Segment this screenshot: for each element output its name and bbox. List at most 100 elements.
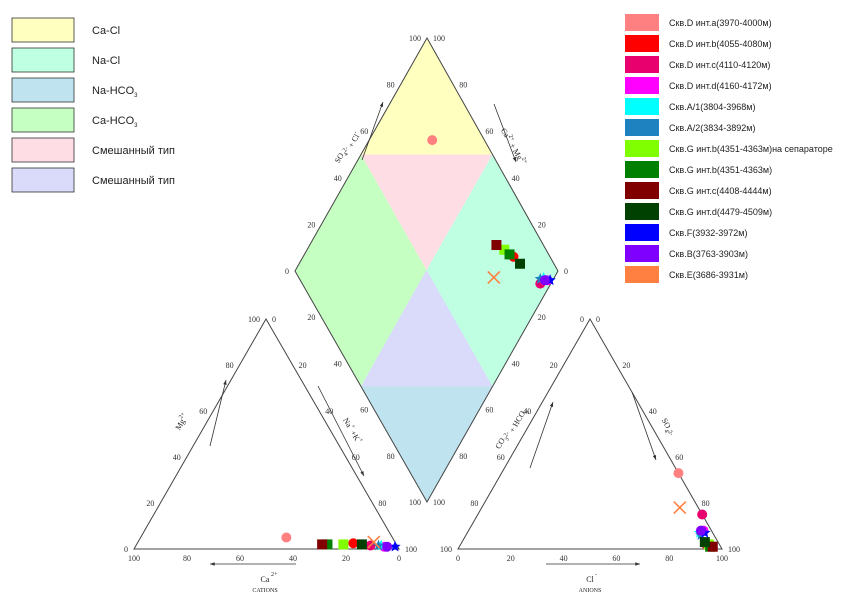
anion-point-9 xyxy=(699,537,710,548)
diamond-left-label-part: - xyxy=(353,130,359,135)
series-legend-label: Скв.D инт.d(4160-4172м) xyxy=(669,81,772,91)
anion-triangle-frame xyxy=(457,317,723,550)
anion-right-arrow-head xyxy=(652,455,657,460)
cation-left-label-part: Mg xyxy=(174,417,187,431)
series-legend-swatch xyxy=(625,203,659,220)
zone-legend-swatch xyxy=(11,47,75,73)
anion-left-arrow xyxy=(529,401,554,469)
zone-legend-label: Ca-HCO3 xyxy=(92,115,138,129)
anion-point-2 xyxy=(697,509,708,520)
anion-right-label-part: 2- xyxy=(666,430,674,437)
series-legend-label: Скв.G инт.b(4351-4363м) xyxy=(669,165,772,175)
cation-right-label-part: Na xyxy=(341,416,354,429)
diamond-zones xyxy=(295,38,558,502)
tick-label: 60 xyxy=(675,453,683,462)
tick-label: 40 xyxy=(512,174,520,183)
cation-right-arrow xyxy=(317,385,365,477)
tick-label: 20 xyxy=(507,554,515,563)
tick-label: 100 xyxy=(716,554,728,563)
tick-label: 60 xyxy=(485,127,493,136)
diamond-point-7 xyxy=(504,249,515,260)
series-legend-swatch xyxy=(625,182,659,199)
zone-legend-swatch xyxy=(11,17,75,43)
diamond-left-label-part: 2- xyxy=(342,146,350,153)
tick-label: 40 xyxy=(173,453,181,462)
cation-bottom-caption: CATIONS xyxy=(252,588,277,594)
zone-legend: Ca-Cl Na-Cl Na-HCO3 Ca-HCO3 Смешанный тип Сме… xyxy=(11,17,175,193)
anion-right-arrow xyxy=(631,391,657,461)
series-legend-swatch xyxy=(625,224,659,241)
tick-label: 20 xyxy=(299,361,307,370)
tick-label: 0 xyxy=(124,545,128,554)
tick-label: 20 xyxy=(307,220,315,229)
tick-label: 60 xyxy=(497,453,505,462)
tick-label: 100 xyxy=(409,498,421,507)
diamond-left-label-part: 4 xyxy=(343,152,350,158)
cation-bottom-label-sup: 2+ xyxy=(271,572,278,578)
diamond-right-label-part: 2+ xyxy=(520,156,529,165)
tick-labels: 1008060402001008060402002040608010020406… xyxy=(124,34,740,563)
cation-left-arrow-head xyxy=(223,380,227,385)
tick-label: 0 xyxy=(456,554,460,563)
series-legend-swatch xyxy=(625,161,659,178)
series-legend-swatch xyxy=(625,35,659,52)
anion-left-arrow-head xyxy=(549,402,554,407)
tick-label: 0 xyxy=(564,267,568,276)
tick-label: 100 xyxy=(433,34,445,43)
tick-label: 0 xyxy=(580,315,584,324)
zone-legend-swatch xyxy=(11,107,75,133)
tick-label: 80 xyxy=(378,499,386,508)
tick-label: 60 xyxy=(360,406,368,415)
anion-point-12 xyxy=(673,501,687,515)
tick-label: 80 xyxy=(459,81,467,90)
cation-right-label: Na+ +K+ xyxy=(341,416,364,446)
zone-legend-swatch xyxy=(11,167,75,193)
tick-label: 40 xyxy=(334,359,342,368)
tick-label: 60 xyxy=(612,554,620,563)
cation-left-label: Mg2+ xyxy=(173,411,191,432)
tick-label: 100 xyxy=(128,554,140,563)
cation-point-12 xyxy=(367,535,381,549)
tick-label: 100 xyxy=(728,545,740,554)
tick-label: 80 xyxy=(459,452,467,461)
tick-label: 100 xyxy=(248,315,260,324)
diamond-left-arrow-head xyxy=(379,102,384,107)
anion-bottom-label-sup: - xyxy=(595,572,597,578)
series-legend-label: Скв.D инт.b(4055-4080м) xyxy=(669,39,772,49)
anion-bottom-label: Cl xyxy=(586,575,594,584)
diamond-point-10 xyxy=(544,274,556,286)
diamond-right-label-part: 2+ xyxy=(507,134,516,143)
tick-label: 60 xyxy=(236,554,244,563)
tick-label: 40 xyxy=(334,174,342,183)
tick-label: 20 xyxy=(550,361,558,370)
cation-bottom-arrow-head xyxy=(210,562,215,566)
cation-point-5 xyxy=(372,539,385,551)
tick-label: 40 xyxy=(325,407,333,416)
cation-right-label-part: + xyxy=(357,437,364,443)
zone-legend-label-sub: 3 xyxy=(134,93,138,99)
cation-right-label-part: + xyxy=(349,424,356,430)
tick-label: 60 xyxy=(360,127,368,136)
series-legend-swatch xyxy=(625,77,659,94)
tick-label: 80 xyxy=(387,81,395,90)
tick-label: 100 xyxy=(440,545,452,554)
series-legend-label: Скв.A/1(3804-3968м) xyxy=(669,102,755,112)
zone-legend-swatch xyxy=(11,137,75,163)
anion-left-label-part: - xyxy=(523,407,529,412)
anion-point-0 xyxy=(673,468,684,479)
tick-label: 0 xyxy=(272,315,276,324)
diamond-point-0 xyxy=(427,135,438,146)
zone-ca-cl xyxy=(361,38,493,155)
series-legend-swatch xyxy=(625,119,659,136)
tick-label: 0 xyxy=(596,315,600,324)
diamond-left-arrow xyxy=(361,101,384,161)
tick-label: 20 xyxy=(146,499,154,508)
series-legend-label: Скв.D инт.c(4110-4120м) xyxy=(669,60,770,70)
series-legend-label: Скв.E(3686-3931м) xyxy=(669,270,748,280)
tick-label: 80 xyxy=(226,361,234,370)
series-legend-swatch xyxy=(625,266,659,283)
tick-label: 80 xyxy=(387,452,395,461)
tick-label: 20 xyxy=(538,313,546,322)
cation-point-8 xyxy=(317,539,328,550)
series-legend-label: Скв.G инт.b(4351-4363м)на сепараторе xyxy=(669,144,833,154)
